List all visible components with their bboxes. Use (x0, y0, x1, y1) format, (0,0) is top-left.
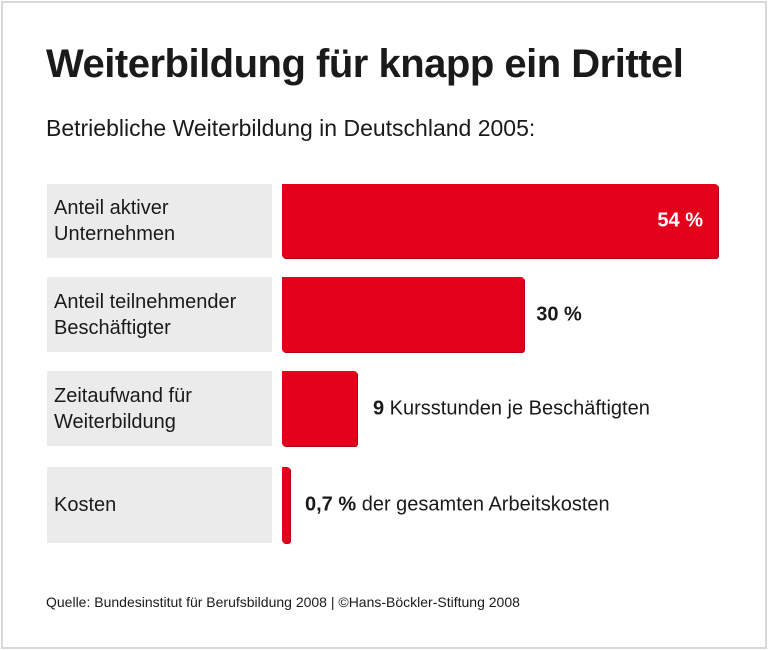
category-label: Kosten (47, 467, 272, 543)
value-label: 9 Kursstunden je Beschäftigten (373, 397, 650, 419)
bar (282, 371, 357, 446)
bar (282, 277, 525, 352)
value-label: 54 % (657, 209, 703, 232)
bar-row: Anteil teilnehmender Beschäftigter 30 % (47, 277, 747, 352)
value-label: 30 % (536, 303, 582, 325)
category-label: Zeitaufwand für Weiterbildung (47, 371, 272, 446)
bar-row: Kosten 0,7 % der gesamten Arbeitskosten (47, 467, 747, 543)
bar-row: Zeitaufwand für Weiterbildung 9 Kursstund… (47, 371, 747, 446)
bar (282, 467, 290, 543)
category-label: Anteil aktiver Unternehmen (47, 184, 272, 258)
category-label: Anteil teilnehmender Beschäftigter (47, 277, 272, 352)
source-note: Quelle: Bundesinstitut für Berufsbildung… (46, 594, 520, 610)
value-label: 0,7 % der gesamten Arbeitskosten (305, 493, 610, 516)
bar-row: Anteil aktiver Unternehmen 54 % (47, 184, 747, 258)
chart-subtitle: Betriebliche Weiterbildung in Deutschlan… (46, 115, 536, 141)
bar (282, 184, 718, 258)
chart-title: Weiterbildung für knapp ein Drittel (46, 42, 684, 86)
